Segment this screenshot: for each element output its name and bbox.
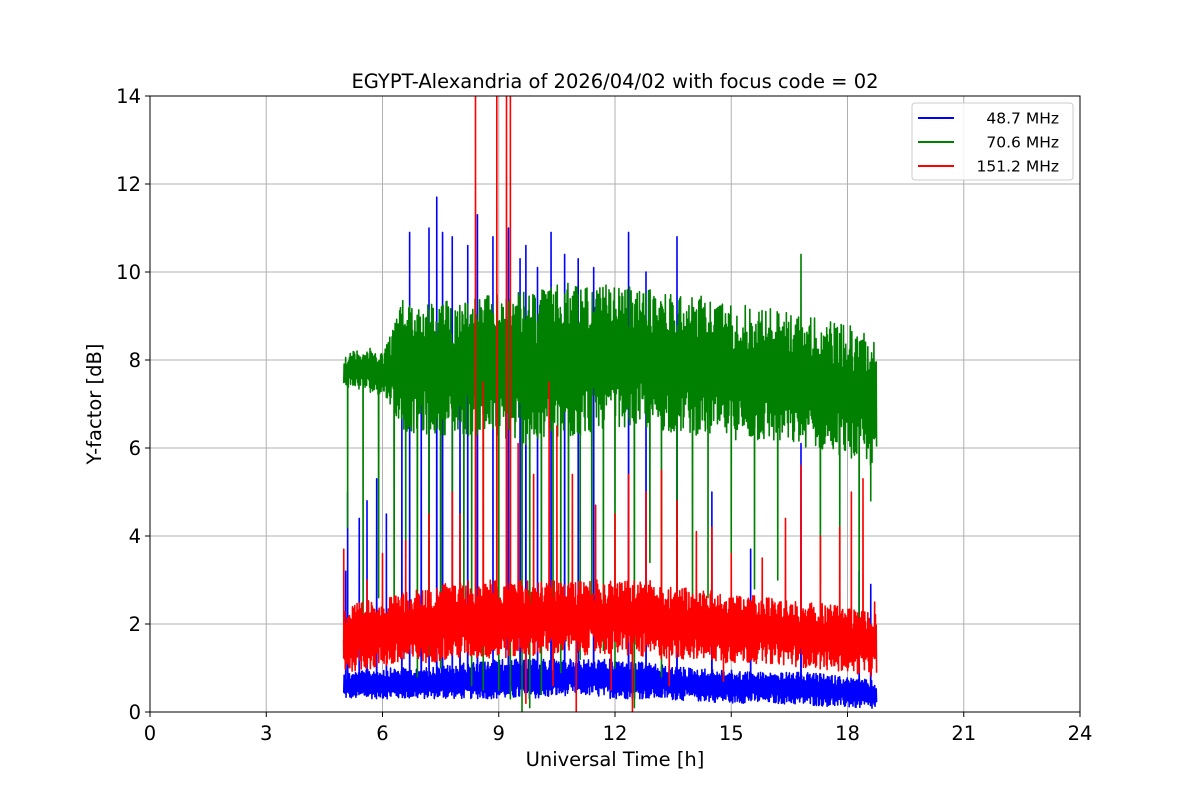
series-line-70-6-mhz	[342, 253, 878, 712]
y-axis-label: Y-factor [dB]	[83, 344, 106, 466]
x-tick-label: 3	[260, 722, 272, 745]
series-line-151-2-mhz	[342, 96, 878, 712]
legend-label: 48.7 MHz	[986, 110, 1059, 128]
chart-title: EGYPT-Alexandria of 2026/04/02 with focu…	[351, 70, 878, 93]
legend-label: 70.6 MHz	[986, 134, 1059, 152]
y-tick-label: 2	[129, 613, 141, 636]
x-tick-label: 12	[603, 722, 628, 745]
y-axis: 0 2 4 6 8 10 12 14	[116, 85, 150, 724]
y-tick-label: 4	[129, 525, 141, 548]
x-axis-label: Universal Time [h]	[526, 748, 705, 771]
x-tick-label: 18	[835, 722, 860, 745]
y-tick-label: 12	[116, 173, 141, 196]
legend: 48.7 MHz 70.6 MHz 151.2 MHz	[911, 102, 1074, 181]
legend-label: 151.2 MHz	[977, 158, 1059, 176]
series-line-48-7-mhz	[342, 196, 878, 709]
y-tick-label: 6	[129, 437, 141, 460]
x-tick-label: 24	[1068, 722, 1093, 745]
legend-box	[911, 102, 1074, 181]
x-tick-label: 15	[719, 722, 744, 745]
x-axis: 0 3 6 9 12 15 18 21 24	[144, 712, 1093, 745]
x-tick-label: 21	[951, 722, 976, 745]
series-layer	[342, 96, 878, 712]
y-tick-label: 0	[129, 701, 141, 724]
x-tick-label: 0	[144, 722, 156, 745]
x-tick-label: 6	[376, 722, 388, 745]
y-tick-label: 8	[129, 349, 141, 372]
y-tick-label: 10	[116, 261, 141, 284]
y-tick-label: 14	[116, 85, 141, 108]
x-tick-label: 9	[493, 722, 505, 745]
